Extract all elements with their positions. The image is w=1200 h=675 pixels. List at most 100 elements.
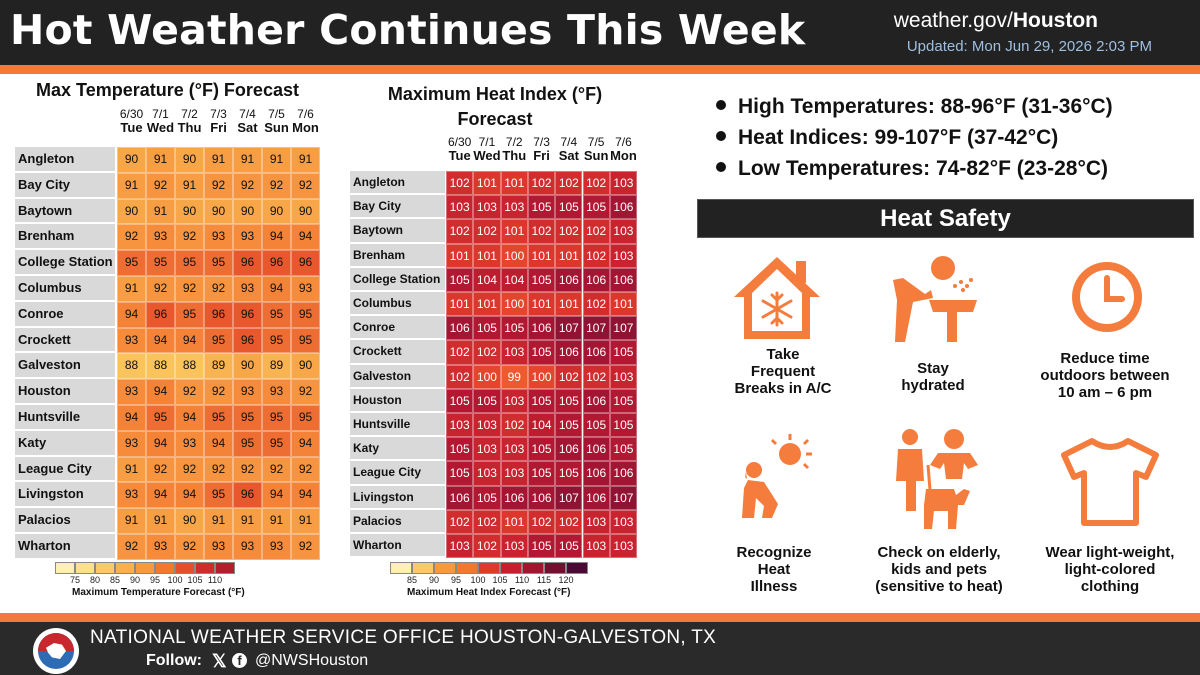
- social-handle[interactable]: @NWSHouston: [255, 652, 369, 669]
- top-orange-band: [0, 65, 1200, 74]
- tip-line: 10 am – 6 pm: [1057, 384, 1153, 401]
- table-cell: 95: [291, 405, 320, 431]
- city-label: Angleton: [15, 147, 115, 171]
- bullet-heat-indices: Heat Indices: 99-107°F (37-42°C): [716, 126, 1058, 150]
- max-temp-title: Max Temperature (°F) Forecast: [36, 80, 299, 100]
- table-cell: 105: [527, 340, 556, 365]
- table-cell: 103: [446, 534, 474, 559]
- scale-label: 115: [536, 575, 552, 585]
- tshirt-icon: [1061, 438, 1159, 526]
- scale-label: 95: [149, 575, 160, 585]
- table-cell: 96: [204, 301, 233, 328]
- table-cell: 105: [555, 461, 583, 486]
- table-cell: 95: [233, 430, 262, 457]
- table-cell: 107: [609, 485, 638, 510]
- table-cell: 105: [582, 413, 610, 438]
- table-cell: 92: [146, 276, 175, 302]
- table-cell: 94: [204, 430, 233, 457]
- table-cell: 102: [473, 534, 501, 559]
- table-cell: 102: [446, 219, 474, 244]
- column-weekday: Thu: [502, 148, 527, 163]
- facebook-icon[interactable]: f: [232, 653, 247, 668]
- city-label: Livingston: [350, 485, 445, 508]
- table-cell: 92: [117, 224, 146, 251]
- tip-line: Illness: [750, 578, 798, 595]
- column-header: 7/4 Sat: [555, 135, 582, 163]
- city-label: Palacios: [15, 508, 115, 532]
- table-cell: 105: [446, 267, 474, 292]
- table-cell: 105: [609, 340, 638, 365]
- table-cell: 94: [291, 224, 320, 251]
- table-cell: 102: [582, 364, 610, 389]
- city-label: Columbus: [15, 276, 115, 300]
- table-cell: 102: [446, 364, 474, 389]
- scale-title: Maximum Heat Index Forecast (°F): [407, 587, 571, 598]
- city-label: Katy: [350, 437, 445, 460]
- column-weekday: Fri: [210, 120, 227, 135]
- table-cell: 105: [527, 388, 556, 413]
- scale-swatch: [478, 562, 500, 574]
- x-icon[interactable]: 𝕏: [212, 651, 227, 671]
- column-date: 7/5: [587, 135, 605, 149]
- scale-swatch: [544, 562, 566, 574]
- scale-label: 105: [187, 575, 203, 585]
- table-cell: 106: [582, 485, 610, 510]
- column-weekday: Sat: [558, 148, 579, 163]
- city-label: Huntsville: [350, 413, 445, 436]
- column-weekday: Tue: [448, 148, 471, 163]
- column-header: 7/3 Fri: [204, 107, 233, 135]
- bullet-dot-icon: [716, 100, 726, 111]
- table-cell: 105: [582, 195, 610, 220]
- scale-swatch: [412, 562, 434, 574]
- table-cell: 92: [291, 456, 320, 483]
- table-cell: 105: [446, 388, 474, 413]
- city-label: Brenham: [15, 224, 115, 249]
- column-header: 7/2 Thu: [501, 135, 528, 163]
- table-cell: 106: [609, 267, 638, 292]
- table-cell: 93: [146, 224, 175, 251]
- table-cell: 105: [446, 461, 474, 486]
- table-cell: 107: [555, 316, 583, 341]
- tip-label-clothing: Wear light-weight, light-colored clothing: [1020, 544, 1200, 595]
- scale-swatch: [55, 562, 75, 574]
- scale-label: 90: [129, 575, 140, 585]
- column-date: 7/1: [152, 107, 169, 121]
- table-cell: 106: [582, 267, 610, 292]
- table-cell: 93: [146, 534, 175, 560]
- table-cell: 91: [204, 147, 233, 173]
- tip-label-hydrated: Stay hydrated: [843, 360, 1023, 394]
- clock-icon: [1072, 262, 1142, 332]
- column-weekday: Sun: [583, 148, 609, 163]
- tip-label-outdoors: Reduce time outdoors between 10 am – 6 pm: [1015, 350, 1195, 401]
- column-header: 6/30 Tue: [446, 135, 473, 163]
- updated-timestamp: Updated: Mon Jun 29, 2026 2:03 PM: [906, 38, 1152, 55]
- table-cell: 94: [291, 430, 320, 457]
- scale-label: 75: [69, 575, 80, 585]
- table-cell: 105: [609, 413, 638, 438]
- table-cell: 89: [262, 353, 291, 380]
- table-cell: 106: [446, 485, 474, 510]
- table-cell: 104: [527, 413, 556, 438]
- table-cell: 91: [117, 456, 146, 483]
- table-cell: 103: [582, 509, 610, 534]
- scale-swatch: [135, 562, 155, 574]
- table-cell: 92: [175, 224, 204, 251]
- table-cell: 107: [582, 316, 610, 341]
- table-cell: 92: [291, 379, 320, 405]
- column-weekday: Wed: [146, 120, 175, 135]
- site-link[interactable]: weather.gov/Houston: [894, 9, 1098, 33]
- heat-safety-title: Heat Safety: [880, 205, 1011, 232]
- bullet-dot-icon: [716, 162, 726, 173]
- table-cell: 94: [291, 482, 320, 509]
- table-cell: 105: [527, 437, 556, 462]
- column-date: 7/3: [210, 107, 227, 121]
- tip-line: Reduce time: [1060, 350, 1150, 367]
- city-label: Crockett: [350, 340, 445, 363]
- table-cell: 101: [446, 292, 474, 317]
- table-cell: 106: [582, 388, 610, 413]
- table-cell: 103: [500, 195, 528, 220]
- scale-swatch: [95, 562, 115, 574]
- footer-bar: [0, 622, 1200, 675]
- table-cell: 102: [555, 509, 583, 534]
- table-cell: 94: [117, 405, 146, 431]
